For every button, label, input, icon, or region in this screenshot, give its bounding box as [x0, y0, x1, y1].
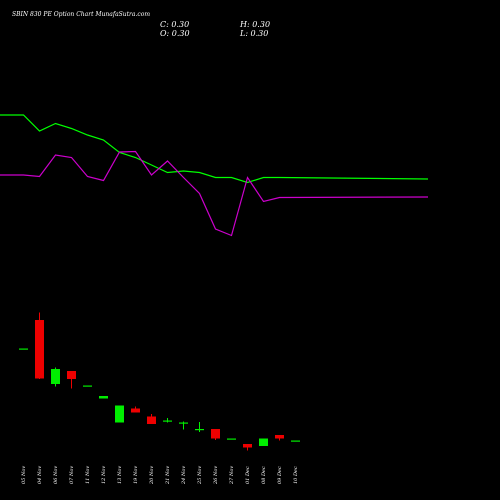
x-tick-label: 07 Nov — [69, 466, 75, 484]
candle-body — [275, 435, 284, 439]
candle-09-dec — [275, 435, 284, 441]
candle-body — [35, 320, 44, 379]
candle-06-nov — [51, 367, 60, 387]
x-tick-label: 25 Nov — [197, 466, 203, 485]
candle-body — [51, 369, 60, 384]
candle-19-nov — [131, 406, 140, 413]
candle-04-nov — [35, 312, 44, 379]
x-tick-label: 09 Dec — [277, 466, 283, 484]
ma-line-2 — [0, 150, 429, 237]
candle-13-nov — [115, 405, 124, 423]
candle-26-nov — [211, 429, 220, 440]
candle-body — [291, 440, 300, 442]
moving-average-lines — [0, 114, 429, 237]
x-tick-label: 04 Nov — [37, 466, 43, 484]
candle-07-nov — [67, 371, 76, 389]
candle-body — [195, 429, 204, 431]
candle-body — [243, 444, 252, 448]
high-readout: H: 0.30 — [239, 20, 270, 29]
x-tick-label: 20 Nov — [149, 466, 155, 485]
x-tick-label: 05 Nov — [21, 466, 27, 484]
candle-25-nov — [195, 422, 204, 432]
x-tick-label: 11 Nov — [85, 466, 91, 484]
x-tick-label: 01 Dec — [245, 466, 251, 484]
candle-body — [131, 408, 140, 413]
candles — [19, 312, 300, 451]
candle-body — [259, 438, 268, 446]
close-readout: C: 0.30 — [160, 20, 189, 29]
candle-body — [83, 385, 92, 387]
x-tick-label: 21 Nov — [165, 466, 171, 485]
open-readout: O: 0.30 — [160, 29, 190, 38]
candle-01-dec — [243, 444, 252, 451]
candle-05-nov — [19, 348, 28, 350]
candle-08-dec — [259, 438, 268, 446]
candle-body — [99, 396, 108, 399]
candle-21-nov — [163, 418, 172, 423]
ma-line-1 — [0, 114, 429, 184]
chart-title: SBIN 830 PE Option Chart MunafaSutra.com — [12, 11, 150, 18]
candle-body — [19, 348, 28, 350]
candle-20-nov — [147, 414, 156, 424]
candle-body — [179, 422, 188, 424]
x-tick-label: 10 Dec — [293, 466, 299, 484]
candle-body — [147, 416, 156, 424]
x-tick-label: 12 Nov — [101, 466, 107, 484]
candle-27-nov — [227, 438, 236, 440]
x-tick-label: 13 Nov — [117, 466, 123, 484]
x-tick-label: 08 Dec — [261, 466, 267, 484]
candle-12-nov — [99, 396, 108, 399]
x-tick-label: 24 Nov — [181, 466, 187, 485]
candle-body — [163, 420, 172, 422]
candle-body — [227, 438, 236, 440]
candle-body — [115, 405, 124, 423]
x-tick-label: 06 Nov — [53, 466, 59, 484]
x-tick-label: 27 Nov — [229, 466, 235, 485]
x-tick-label: 26 Nov — [213, 466, 219, 485]
low-readout: L: 0.30 — [239, 29, 268, 38]
candle-24-nov — [179, 421, 188, 430]
candle-body — [211, 429, 220, 439]
candle-11-nov — [83, 385, 92, 387]
candle-10-dec — [291, 440, 300, 442]
x-tick-label: 19 Nov — [133, 466, 139, 484]
x-axis-labels: 05 Nov 04 Nov 06 Nov 07 Nov 11 Nov 12 Nov 13 N… — [21, 466, 299, 485]
candle-body — [67, 371, 76, 379]
